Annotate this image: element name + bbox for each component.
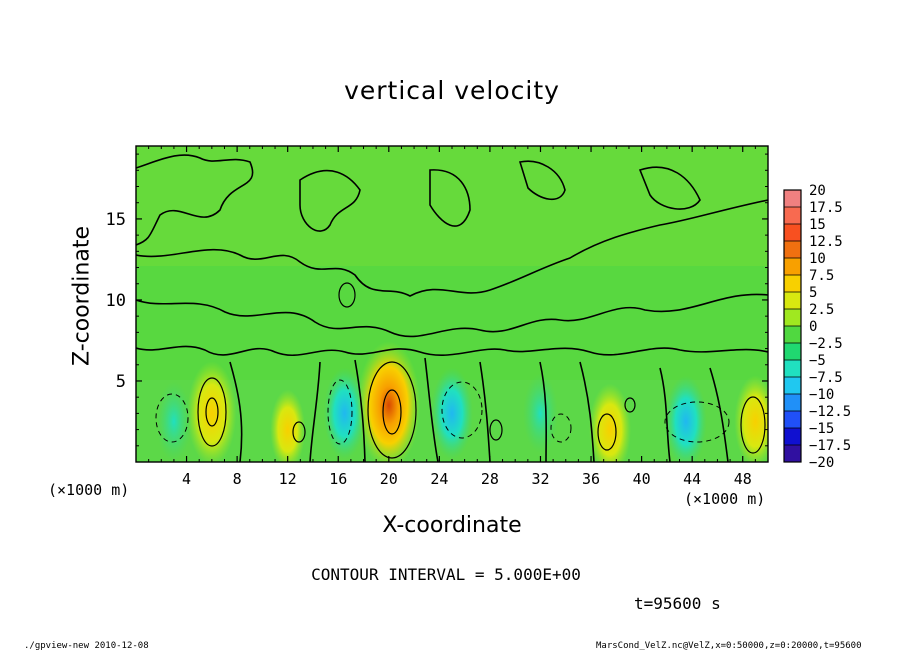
- colorbar-label-14: −15: [809, 421, 834, 437]
- x-tick-label-28: 28: [481, 470, 499, 488]
- colorbar-swatch-1: [784, 207, 801, 225]
- y-tick-label-15: 15: [106, 210, 126, 230]
- colorbar-swatch-13: [784, 411, 801, 429]
- velocity-cell-2: [323, 367, 366, 460]
- velocity-cell-9: [156, 381, 192, 462]
- colorbar-swatch-8: [784, 326, 801, 344]
- velocity-cell-5: [522, 373, 558, 454]
- colorbar-label-4: 10: [809, 251, 826, 267]
- colorbar-label-5: 7.5: [809, 268, 834, 284]
- x-tick-label-40: 40: [633, 470, 651, 488]
- x-tick-label-12: 12: [279, 470, 297, 488]
- x-tick-label-48: 48: [734, 470, 752, 488]
- colorbar-label-16: −20: [809, 455, 834, 471]
- x-tick-label-32: 32: [531, 470, 549, 488]
- colorbar-swatch-5: [784, 275, 801, 293]
- x-unit-left: (×1000 m): [48, 481, 130, 499]
- x-tick-label-8: 8: [233, 470, 242, 488]
- footer-right: MarsCond_VelZ.nc@VelZ,x=0:50000,z=0:2000…: [596, 641, 862, 651]
- velocity-cell-4: [431, 367, 473, 460]
- colorbar-swatch-4: [784, 258, 801, 276]
- x-axis-label: X-coordinate: [382, 513, 522, 538]
- y-tick-label-5: 5: [116, 372, 126, 392]
- colorbar-label-0: 20: [809, 183, 826, 199]
- colorbar-label-7: 2.5: [809, 302, 834, 318]
- contour-lines: [136, 154, 768, 462]
- colorbar-swatch-3: [784, 241, 801, 259]
- colorbar-swatch-0: [784, 190, 801, 208]
- time-label: t=95600 s: [634, 594, 721, 613]
- colorbar-label-13: −12.5: [809, 404, 851, 420]
- negative-contours: [155, 379, 730, 445]
- colorbar-swatch-15: [784, 445, 801, 463]
- y-tick-label-10: 10: [106, 291, 126, 311]
- footer-left: ./gpview-new 2010-12-08: [24, 641, 149, 651]
- velocity-field: [136, 146, 768, 462]
- x-tick-label-24: 24: [430, 470, 448, 488]
- x-axis: 4 8 12 16 20 24 28 32 36 40 44 48: [148, 146, 756, 488]
- x-tick-label-4: 4: [182, 470, 191, 488]
- x-tick-label-16: 16: [329, 470, 347, 488]
- colorbar-swatch-14: [784, 428, 801, 446]
- colorbar-label-12: −10: [809, 387, 834, 403]
- colorbar-label-11: −7.5: [809, 370, 843, 386]
- velocity-cell-1: [270, 389, 306, 462]
- colorbar-swatch-10: [784, 360, 801, 378]
- y-axis-label: Z-coordinate: [69, 226, 95, 366]
- chart-title: vertical velocity: [344, 76, 560, 105]
- colorbar-label-15: −17.5: [809, 438, 851, 454]
- colorbar-label-6: 5: [809, 285, 817, 301]
- y-axis: 5 10 15: [106, 153, 768, 447]
- contour-interval: CONTOUR INTERVAL = 5.000E+00: [311, 565, 581, 584]
- colorbar: 2017.51512.5107.552.50−2.5−5−7.5−10−12.5…: [783, 183, 851, 471]
- colorbar-label-8: 0: [809, 319, 817, 335]
- x-tick-label-44: 44: [683, 470, 701, 488]
- colorbar-swatch-6: [784, 292, 801, 310]
- x-tick-label-36: 36: [582, 470, 600, 488]
- x-unit-right: (×1000 m): [684, 490, 766, 508]
- colorbar-swatch-7: [784, 309, 801, 327]
- velocity-cell-7: [664, 375, 707, 462]
- colorbar-swatch-11: [784, 377, 801, 395]
- colorbar-label-9: −2.5: [809, 336, 843, 352]
- colorbar-label-2: 15: [809, 217, 826, 233]
- x-tick-label-20: 20: [380, 470, 398, 488]
- contour-rings: [197, 282, 766, 459]
- colorbar-label-3: 12.5: [809, 234, 843, 250]
- colorbar-swatch-2: [784, 224, 801, 242]
- colorbar-label-10: −5: [809, 353, 826, 369]
- colorbar-swatch-12: [784, 394, 801, 412]
- velocity-cell-0: [187, 361, 237, 462]
- velocity-cell-3: [357, 341, 421, 462]
- colorbar-swatch-9: [784, 343, 801, 361]
- colorbar-label-1: 17.5: [809, 200, 843, 216]
